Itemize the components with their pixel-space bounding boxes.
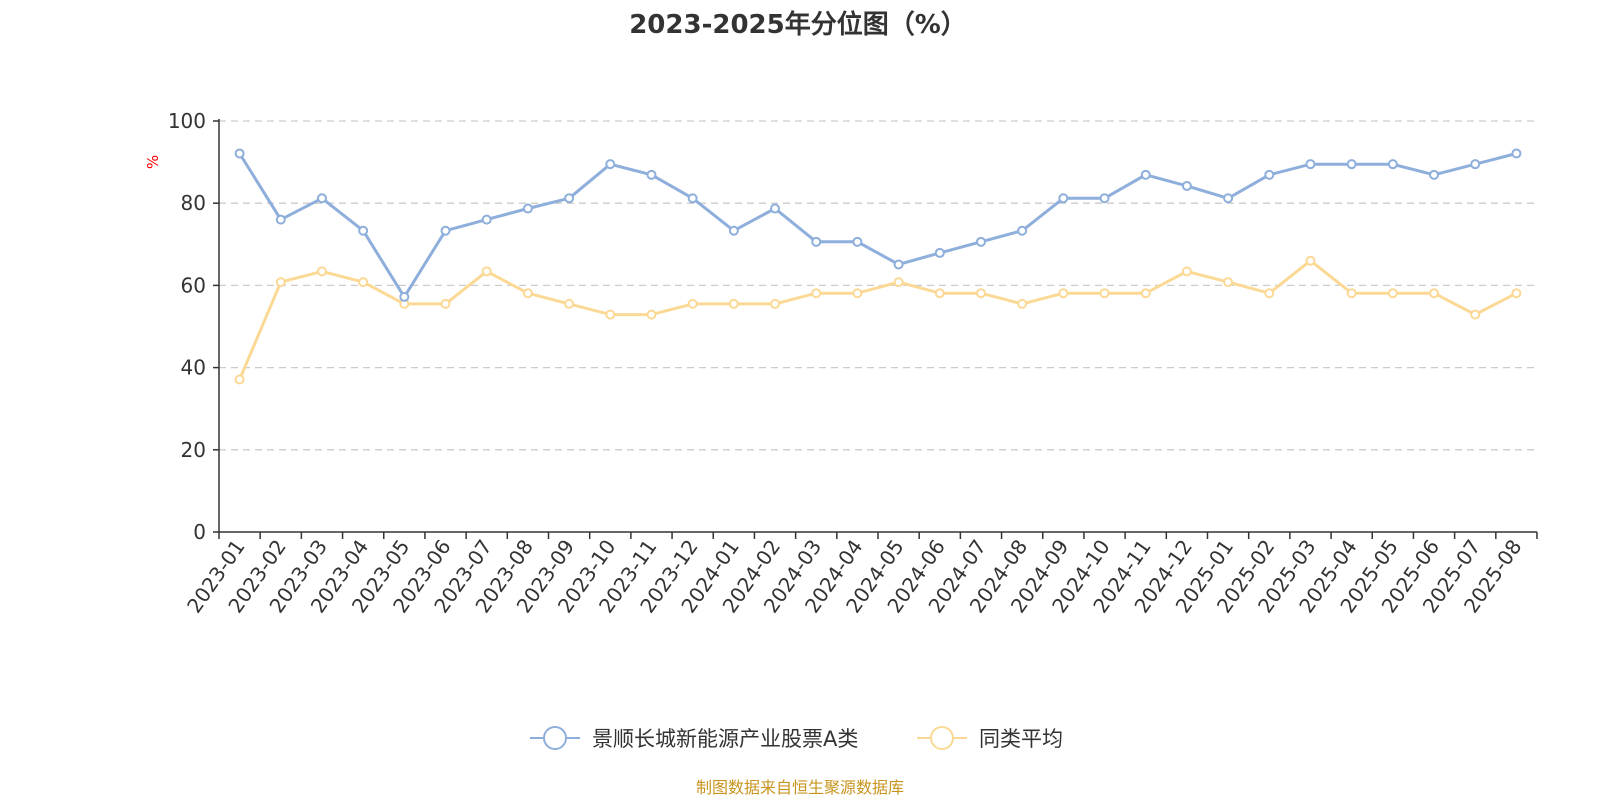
data-point[interactable] (234, 148, 245, 159)
data-point[interactable] (770, 203, 781, 214)
data-point[interactable] (1346, 288, 1357, 299)
data-source-note: 制图数据来自恒生聚源数据库 (696, 778, 904, 797)
data-point[interactable] (728, 225, 739, 236)
data-point[interactable] (811, 288, 822, 299)
legend-item-0[interactable]: 景顺长城新能源产业股票A类 (530, 726, 858, 751)
data-point[interactable] (522, 288, 533, 299)
data-point[interactable] (728, 298, 739, 309)
legend-label: 景顺长城新能源产业股票A类 (592, 727, 858, 751)
data-point[interactable] (1470, 309, 1481, 320)
data-point[interactable] (1264, 169, 1275, 180)
data-point[interactable] (440, 298, 451, 309)
data-point[interactable] (1470, 159, 1481, 170)
x-axis: 2023-012023-022023-032023-042023-052023-… (182, 531, 1538, 617)
data-point[interactable] (564, 298, 575, 309)
y-axis-unit-label: % (144, 155, 162, 169)
data-point[interactable] (975, 288, 986, 299)
series-line (238, 152, 1517, 299)
data-point[interactable] (1429, 288, 1440, 299)
data-point[interactable] (1223, 193, 1234, 204)
data-point[interactable] (481, 266, 492, 277)
data-point[interactable] (316, 193, 327, 204)
data-point[interactable] (1305, 159, 1316, 170)
data-point[interactable] (893, 259, 904, 270)
data-point[interactable] (234, 374, 245, 385)
data-point[interactable] (1181, 266, 1192, 277)
series-line (238, 259, 1518, 381)
legend-marker-symbol (543, 726, 567, 750)
series-0 (234, 148, 1522, 302)
chart-title: 2023-2025年分位图（%） (629, 9, 967, 40)
series-layer (234, 148, 1522, 385)
data-point[interactable] (852, 236, 863, 247)
data-point[interactable] (975, 236, 986, 247)
data-point[interactable] (275, 277, 286, 288)
y-tick-label: 40 (181, 356, 206, 380)
data-point[interactable] (358, 277, 369, 288)
data-point[interactable] (1099, 193, 1110, 204)
data-point[interactable] (605, 159, 616, 170)
y-tick-label: 20 (181, 438, 206, 462)
data-point[interactable] (399, 291, 410, 302)
y-tick-label: 60 (181, 273, 206, 297)
legend-label: 同类平均 (979, 727, 1063, 751)
data-point[interactable] (564, 193, 575, 204)
data-point[interactable] (358, 225, 369, 236)
data-point[interactable] (605, 309, 616, 320)
legend-marker-symbol (930, 726, 954, 750)
data-point[interactable] (1264, 288, 1275, 299)
data-point[interactable] (1140, 169, 1151, 180)
data-point[interactable] (316, 266, 327, 277)
data-point[interactable] (1429, 169, 1440, 180)
data-point[interactable] (1387, 288, 1398, 299)
data-point[interactable] (1017, 225, 1028, 236)
data-point[interactable] (646, 309, 657, 320)
data-point[interactable] (811, 236, 822, 247)
gridlines (219, 120, 1537, 451)
legend-item-1[interactable]: 同类平均 (917, 726, 1063, 751)
data-point[interactable] (522, 203, 533, 214)
data-point[interactable] (934, 288, 945, 299)
data-point[interactable] (770, 298, 781, 309)
data-point[interactable] (1140, 288, 1151, 299)
data-point[interactable] (1511, 288, 1522, 299)
y-tick-label: 0 (193, 520, 206, 544)
data-point[interactable] (687, 298, 698, 309)
y-axis: 0 20 40 60 80 100 (168, 109, 220, 544)
data-point[interactable] (1387, 159, 1398, 170)
series-1 (234, 255, 1522, 385)
data-point[interactable] (1305, 255, 1316, 266)
data-point[interactable] (1058, 193, 1069, 204)
data-point[interactable] (1017, 298, 1028, 309)
legend[interactable]: 景顺长城新能源产业股票A类 同类平均 (530, 726, 1063, 751)
data-point[interactable] (1181, 180, 1192, 191)
data-point[interactable] (1511, 148, 1522, 159)
data-point[interactable] (440, 225, 451, 236)
data-point[interactable] (1346, 159, 1357, 170)
data-point[interactable] (1058, 288, 1069, 299)
data-point[interactable] (687, 193, 698, 204)
data-point[interactable] (934, 247, 945, 258)
data-point[interactable] (1223, 277, 1234, 288)
y-tick-label: 100 (168, 109, 206, 133)
data-point[interactable] (852, 288, 863, 299)
data-point[interactable] (1099, 288, 1110, 299)
data-point[interactable] (275, 214, 286, 225)
data-point[interactable] (481, 214, 492, 225)
data-point[interactable] (646, 169, 657, 180)
data-point[interactable] (893, 277, 904, 288)
y-tick-label: 80 (181, 191, 206, 215)
